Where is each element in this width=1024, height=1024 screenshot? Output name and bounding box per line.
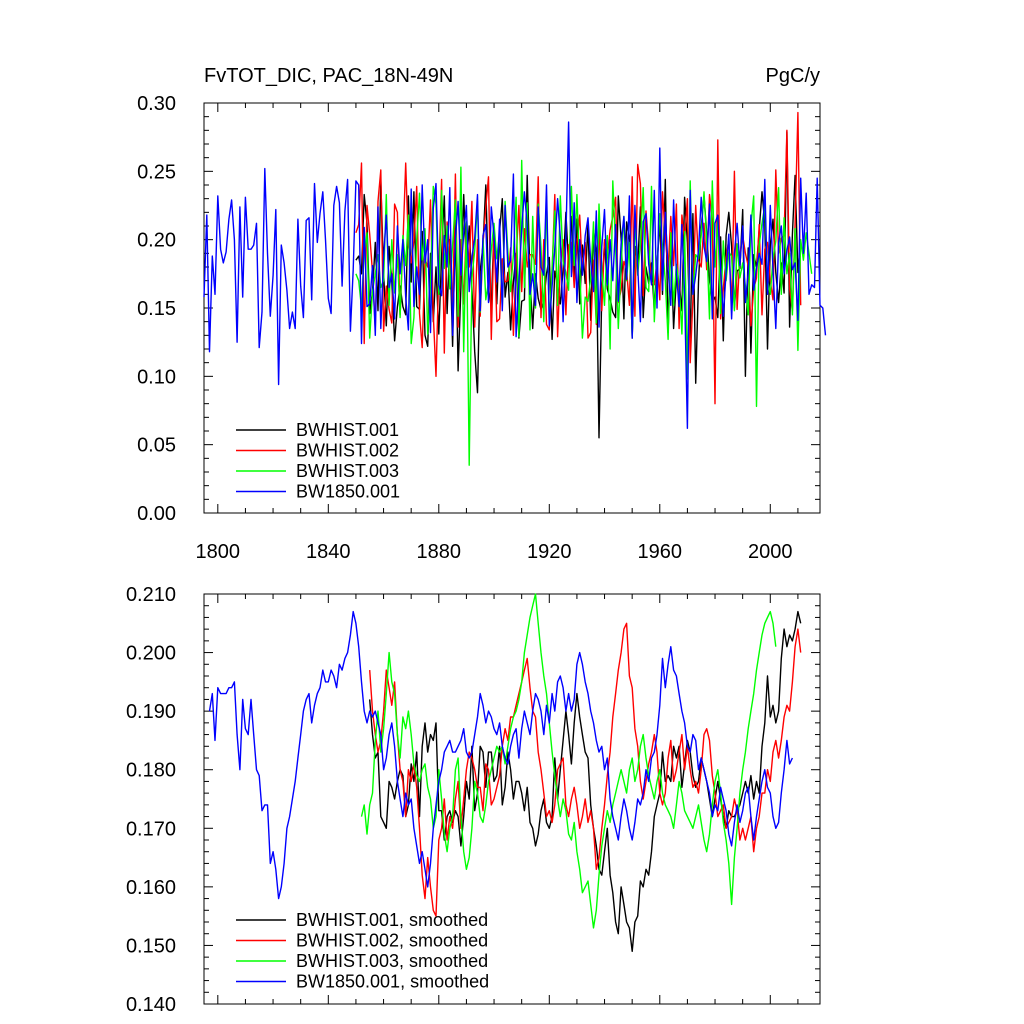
chart-bottom-ytick-label: 0.150 xyxy=(126,935,176,957)
chart-bottom-plot-frame xyxy=(203,593,821,1005)
chart-top-xtick-label: 2000 xyxy=(748,541,793,563)
chart-bottom-ytick-label: 0.190 xyxy=(126,701,176,723)
chart-top-xtick-label: 1920 xyxy=(527,541,572,563)
chart-top-title: FvTOT_DIC, PAC_18N-49N xyxy=(204,65,453,87)
chart-bottom-legend-label-1: BWHIST.001, smoothed xyxy=(296,910,488,930)
chart-bottom-series-line-4 xyxy=(208,610,794,900)
chart-top-xtick-label: 1800 xyxy=(196,541,241,563)
chart-bottom-ytick-label: 0.170 xyxy=(126,818,176,840)
chart-bottom-ytick-label: 0.140 xyxy=(126,994,176,1016)
chart-bottom-axis-ticks: 0.140 0.150 0.160 0.170 0.180 0.190 0.200 0.210 xyxy=(126,584,820,1016)
chart-top-ytick-label: 0.00 xyxy=(137,503,176,525)
chart-top-ytick-label: 0.10 xyxy=(137,366,176,388)
chart-top-ytick-label: 0.05 xyxy=(137,435,176,457)
chart-bottom-legend-label-4: BW1850.001, smoothed xyxy=(296,972,489,992)
chart-bottom-ytick-label: 0.180 xyxy=(126,760,176,782)
chart-top-legend-label-3: BWHIST.003 xyxy=(296,461,399,481)
chart-bottom-legend-label-2: BWHIST.002, smoothed xyxy=(296,931,488,951)
chart-top-ytick-label: 0.20 xyxy=(137,230,176,252)
chart-bottom-ytick-label: 0.200 xyxy=(126,643,176,665)
chart-top-legend-label-4: BW1850.001 xyxy=(296,482,400,502)
chart-top-xtick-label: 1960 xyxy=(638,541,683,563)
chart-top-xtick-label: 1840 xyxy=(306,541,351,563)
chart-top-series-line-4 xyxy=(203,121,827,429)
chart-top-axis-ticks: 0.00 0.05 0.10 0.15 0.20 0.25 0.30 1800 1840 1880… xyxy=(137,93,820,563)
chart-bottom-series-line-1 xyxy=(369,610,802,952)
chart-bottom-ytick-label: 0.160 xyxy=(126,877,176,899)
chart-top-xtick-label: 1880 xyxy=(417,541,462,563)
chart-top-ytick-label: 0.25 xyxy=(137,161,176,183)
chart-top-series-group xyxy=(203,111,827,466)
chart-top-units: PgC/y xyxy=(766,65,820,87)
chart-top-series-line-3 xyxy=(355,159,813,466)
chart-bottom-series-line-2 xyxy=(369,622,802,917)
chart-bottom-series-group xyxy=(208,593,802,952)
chart-bottom-series-line-3 xyxy=(360,593,777,929)
chart-bottom-ytick-label: 0.210 xyxy=(126,584,176,606)
chart-top-ytick-label: 0.15 xyxy=(137,298,176,320)
chart-top-legend-label-2: BWHIST.002 xyxy=(296,441,399,461)
chart-top-legend-label-1: BWHIST.001 xyxy=(296,420,399,440)
chart-top-ytick-label: 0.30 xyxy=(137,93,176,115)
chart-bottom-legend-label-3: BWHIST.003, smoothed xyxy=(296,951,488,971)
